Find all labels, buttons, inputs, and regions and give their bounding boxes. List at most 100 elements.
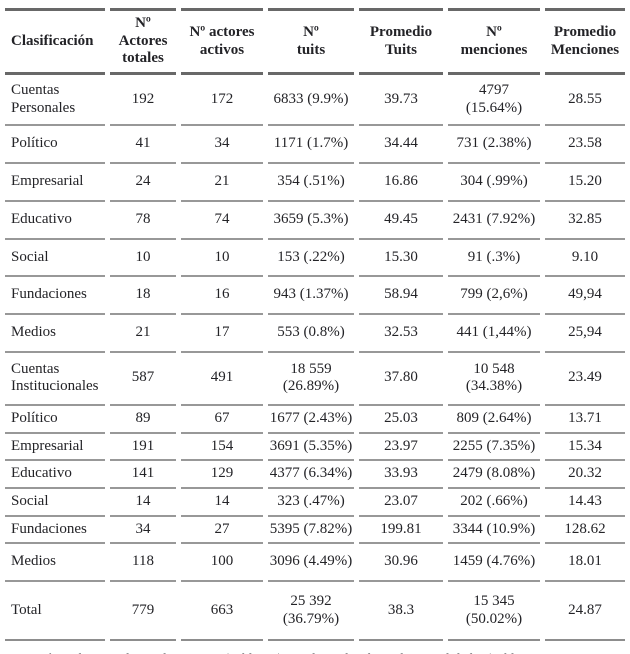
cell-clasificacion: Social: [5, 487, 105, 515]
cell-promedio-menciones: 28.55: [568, 90, 602, 107]
cell-tuits: 18 559 (26.89%): [268, 350, 354, 404]
cell-clasificacion: Medios: [5, 542, 105, 580]
cell-actores-totales: 141: [110, 459, 176, 487]
cell-actores-activos: 21: [181, 162, 263, 200]
cell-promedio-menciones: 13.71: [545, 403, 625, 432]
cell-clasificacion: Medios: [5, 312, 105, 351]
table-row-medios-1: Medios 21 17 553 (0.8%) 32.53 441 (1,44%…: [5, 312, 625, 351]
col-header-clasificacion: Clasificación: [5, 8, 105, 76]
cell-menciones: 202 (.66%): [448, 487, 540, 515]
table-row-politico-2: Político 89 67 1677 (2.43%) 25.03 809 (2…: [5, 403, 625, 432]
table-row-educativo-1: Educativo 78 74 3659 (5.3%) 49.45 2431 (…: [5, 199, 625, 238]
cell-actores-totales: 41: [110, 124, 176, 162]
table-row-social-1: Social 10 10 153 (.22%) 15.30 91 (.3%) 9…: [5, 237, 625, 276]
cell-actores-activos: 17: [181, 312, 263, 351]
table-row-cuentas-personales: Cuentas Personales 192 172 6833 (9.9%) 3…: [5, 75, 625, 124]
cell-tuits: 153 (.22%): [268, 237, 354, 276]
cell-menciones: 731 (2.38%): [448, 124, 540, 162]
cell-tuits: 323 (.47%): [268, 487, 354, 515]
cell-promedio-tuits: 33.93: [359, 459, 443, 487]
cell-promedio-menciones: 32.85: [545, 199, 625, 238]
cell-promedio-menciones: 25,94: [545, 312, 625, 351]
cell-clasificacion: Educativo: [5, 199, 105, 238]
cell-promedio-tuits: 30.96: [359, 542, 443, 580]
cell-promedio-menciones: 14.43: [545, 487, 625, 515]
cell-promedio-tuits: 199.81: [359, 514, 443, 543]
cell-clasificacion: Cuentas Institucionales: [5, 350, 105, 404]
cell-tuits: 25 392 (36.79%): [268, 580, 354, 639]
bottom-rule: [5, 639, 625, 642]
cell-actores-totales: 89: [110, 403, 176, 432]
cell-promedio-menciones: 23.58: [545, 124, 625, 162]
cell-promedio-tuits: 58.94: [359, 275, 443, 313]
cell-actores-totales: 192: [131, 90, 155, 107]
cell-actores-activos: 14: [181, 487, 263, 515]
cell-promedio-menciones: 49,94: [545, 275, 625, 313]
cell-promedio-tuits: 25.03: [359, 403, 443, 432]
cell-actores-activos: 74: [181, 199, 263, 238]
col-header-promedio-menciones: Promedio Menciones: [545, 8, 625, 76]
table-row-educativo-2: Educativo 141 129 4377 (6.34%) 33.93 247…: [5, 459, 625, 487]
cell-promedio-menciones: 18.01: [545, 542, 625, 580]
cell-clasificacion: Total: [5, 580, 105, 639]
cell-tuits: 354 (.51%): [268, 162, 354, 200]
bottom-rule-segment: [110, 639, 176, 642]
cell-menciones: 304 (.99%): [448, 162, 540, 200]
cell-promedio-menciones: 9.10: [545, 237, 625, 276]
table-row-medios-2: Medios 118 100 3096 (4.49%) 30.96 1459 (…: [5, 542, 625, 580]
cell-promedio-tuits: 38.3: [359, 580, 443, 639]
cell-menciones: 799 (2,6%): [448, 275, 540, 313]
table-row-politico-1: Político 41 34 1171 (1.7%) 34.44 731 (2.…: [5, 124, 625, 162]
cell-actores-totales: 78: [110, 199, 176, 238]
cell-actores-activos: 491: [181, 350, 263, 404]
cell-actores-totales: 14: [110, 487, 176, 515]
cell-menciones: 4797 (15.64%): [465, 82, 523, 116]
cell-promedio-tuits: 32.53: [359, 312, 443, 351]
cell-actores-totales: 18: [110, 275, 176, 313]
cell-actores-activos: 172: [210, 90, 234, 107]
table-row-social-2: Social 14 14 323 (.47%) 23.07 202 (.66%)…: [5, 487, 625, 515]
cell-menciones: 809 (2.64%): [448, 403, 540, 432]
col-header-actores-totales: Nº Actores totales: [110, 8, 176, 76]
cell-clasificacion: Cuentas Personales: [11, 82, 76, 116]
cell-actores-totales: 587: [110, 350, 176, 404]
bottom-rule-segment: [268, 639, 354, 642]
cell-promedio-menciones: 128.62: [545, 514, 625, 543]
cell-tuits: 3691 (5.35%): [268, 431, 354, 460]
col-header-promedio-tuits: Promedio Tuits: [359, 8, 443, 76]
cell-actores-activos: 10: [181, 237, 263, 276]
cell-promedio-tuits: 49.45: [359, 199, 443, 238]
table-row-fundaciones-2: Fundaciones 34 27 5395 (7.82%) 199.81 33…: [5, 514, 625, 543]
cell-menciones: 441 (1,44%): [448, 312, 540, 351]
cell-clasificacion: Político: [5, 403, 105, 432]
cell-menciones: 3344 (10.9%): [448, 514, 540, 543]
cell-actores-activos: 154: [181, 431, 263, 460]
cell-tuits: 4377 (6.34%): [268, 459, 354, 487]
actors-activity-table: Clasificación Nº Actores totales Nº acto…: [0, 8, 630, 642]
cell-promedio-menciones: 15.34: [545, 431, 625, 460]
cell-promedio-menciones: 23.49: [545, 350, 625, 404]
bottom-rule-segment: [5, 639, 105, 642]
cell-tuits: 1677 (2.43%): [268, 403, 354, 432]
cell-actores-activos: 129: [181, 459, 263, 487]
table-row-total: Total 779 663 25 392 (36.79%) 38.3 15 34…: [5, 580, 625, 639]
cell-actores-activos: 100: [181, 542, 263, 580]
cell-clasificacion: Fundaciones: [5, 514, 105, 543]
cell-clasificacion: Educativo: [5, 459, 105, 487]
cell-promedio-menciones: 24.87: [545, 580, 625, 639]
table-row-cuentas-institucionales: Cuentas Institucionales 587 491 18 559 (…: [5, 350, 625, 404]
cell-actores-totales: 24: [110, 162, 176, 200]
cell-tuits: 6833 (9.9%): [273, 90, 349, 107]
table-row-empresarial-1: Empresarial 24 21 354 (.51%) 16.86 304 (…: [5, 162, 625, 200]
cell-actores-totales: 34: [110, 514, 176, 543]
cell-clasificacion: Empresarial: [5, 162, 105, 200]
col-header-actores-activos: Nº actores activos: [181, 8, 263, 76]
cell-promedio-tuits: 23.07: [359, 487, 443, 515]
cell-clasificacion: Político: [5, 124, 105, 162]
cell-tuits: 943 (1.37%): [268, 275, 354, 313]
cell-menciones: 2479 (8.08%): [448, 459, 540, 487]
cell-actores-activos: 67: [181, 403, 263, 432]
cell-actores-activos: 34: [181, 124, 263, 162]
cell-tuits: 3659 (5.3%): [268, 199, 354, 238]
